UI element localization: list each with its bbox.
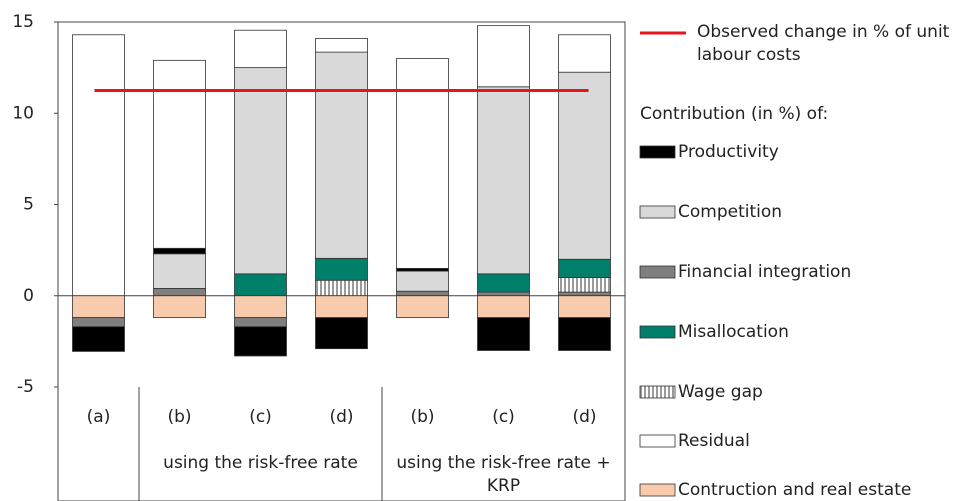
bar-segment — [396, 267, 449, 272]
bar-segment — [72, 326, 125, 352]
legend-swatch — [639, 145, 676, 159]
bar-segment — [315, 51, 368, 259]
y-tick-label: 0 — [23, 286, 34, 306]
bar-segment — [477, 317, 530, 351]
legend-label: Financial integration — [678, 262, 851, 282]
bar-segment — [153, 295, 206, 319]
legend-label: Competition — [678, 202, 782, 222]
bar-segment — [72, 34, 125, 297]
bar-segment — [396, 270, 449, 292]
bar-segment — [153, 247, 206, 255]
legend-label: Observed change in % of unit labour cost… — [697, 22, 950, 65]
x-tick-label: (c) — [492, 407, 515, 427]
legend-swatch — [639, 325, 676, 339]
bar-segment — [72, 295, 125, 319]
y-tick-label: 15 — [12, 12, 34, 32]
x-tick-label: (c) — [249, 407, 272, 427]
bar-segment — [558, 277, 611, 293]
bar-segment — [477, 291, 530, 297]
x-tick-label: (d) — [572, 407, 596, 427]
bar-segment — [315, 295, 368, 319]
legend-swatch — [639, 385, 676, 399]
bar-segment — [477, 86, 530, 275]
bar-segment — [234, 67, 287, 275]
bar-segment — [153, 253, 206, 289]
legend-label: Wage gap — [678, 382, 763, 402]
bar-segment — [477, 25, 530, 88]
y-tick-label: 5 — [23, 195, 34, 215]
bar-segment — [396, 58, 449, 269]
legend-swatch — [639, 205, 676, 219]
bar-segment — [234, 29, 287, 69]
bar-segment — [234, 295, 287, 319]
bar-segment — [558, 291, 611, 297]
y-tick-label: -5 — [17, 377, 34, 397]
x-tick-label: (a) — [87, 407, 111, 427]
legend-label: Contruction and real estate — [678, 480, 911, 500]
bar-segment — [558, 258, 611, 278]
bar-segment — [315, 257, 368, 281]
legend-swatch — [639, 265, 676, 279]
y-tick-label: 10 — [12, 103, 34, 123]
bar-segment — [477, 295, 530, 319]
x-tick-label: (b) — [410, 407, 434, 427]
bar-segment — [315, 38, 368, 53]
bar-segment — [315, 317, 368, 350]
bar-segment — [558, 295, 611, 319]
plot-frame — [57, 21, 626, 501]
bar-segment — [396, 290, 449, 297]
bar-segment — [558, 34, 611, 73]
legend-label: Residual — [678, 431, 750, 451]
bar-segment — [72, 317, 125, 328]
bar-segment — [315, 279, 368, 297]
bar-segment — [477, 273, 530, 293]
bar-segment — [234, 317, 287, 328]
legend-label: Misallocation — [678, 322, 789, 342]
bar-segment — [558, 317, 611, 351]
bar-segment — [234, 273, 287, 297]
group-label: using the risk-free rate — [163, 453, 358, 473]
bar-segment — [558, 71, 611, 260]
bar-segment — [234, 326, 287, 357]
legend-swatch — [639, 483, 676, 497]
bar-segment — [396, 295, 449, 319]
x-tick-label: (b) — [167, 407, 191, 427]
bar-segment — [153, 288, 206, 297]
legend-swatch — [639, 434, 676, 448]
group-label: using the risk-free rate + KRP — [396, 453, 611, 496]
x-tick-label: (d) — [329, 407, 353, 427]
bar-segment — [153, 59, 206, 249]
legend-label: Productivity — [678, 142, 779, 162]
legend-heading: Contribution (in %) of: — [640, 104, 828, 124]
